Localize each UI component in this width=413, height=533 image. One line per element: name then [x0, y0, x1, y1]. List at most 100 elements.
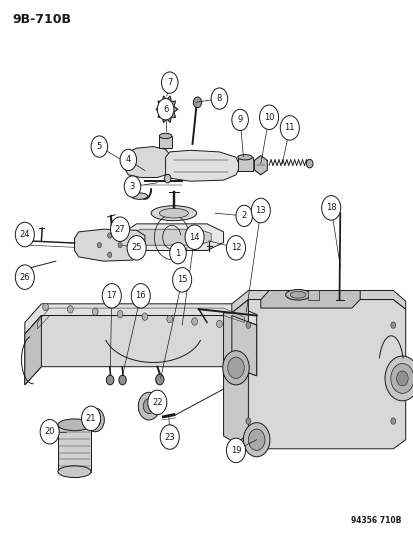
Circle shape [235, 205, 252, 227]
Polygon shape [25, 316, 256, 385]
Polygon shape [25, 316, 41, 385]
Circle shape [259, 105, 278, 130]
Polygon shape [231, 290, 405, 313]
Text: 14: 14 [189, 233, 199, 241]
Text: 12: 12 [230, 244, 241, 252]
Circle shape [143, 399, 154, 414]
Text: 19: 19 [230, 446, 241, 455]
Text: 24: 24 [19, 230, 30, 239]
Text: 1: 1 [175, 249, 180, 257]
Text: 18: 18 [325, 204, 336, 212]
Text: 27: 27 [114, 225, 125, 233]
Circle shape [251, 198, 270, 223]
Circle shape [102, 284, 121, 308]
Text: 9: 9 [237, 116, 242, 124]
Polygon shape [231, 316, 256, 376]
Circle shape [226, 236, 245, 260]
Circle shape [248, 429, 264, 450]
Circle shape [160, 425, 179, 449]
Polygon shape [132, 229, 211, 245]
Text: 7: 7 [167, 78, 172, 87]
Text: 6: 6 [163, 105, 168, 114]
Circle shape [211, 88, 227, 109]
Circle shape [117, 310, 123, 318]
Text: 21: 21 [85, 414, 96, 423]
Circle shape [306, 159, 312, 168]
Text: 25: 25 [131, 244, 142, 252]
Polygon shape [235, 300, 405, 449]
Ellipse shape [58, 419, 91, 431]
Text: 11: 11 [284, 124, 294, 132]
Circle shape [131, 284, 150, 308]
Text: 94356 710B: 94356 710B [350, 516, 401, 525]
Circle shape [245, 322, 250, 328]
Ellipse shape [58, 466, 91, 478]
Ellipse shape [237, 155, 252, 160]
Circle shape [118, 243, 122, 248]
Bar [308, 290, 318, 300]
Circle shape [161, 72, 178, 93]
Polygon shape [165, 150, 240, 181]
Circle shape [124, 176, 140, 197]
Circle shape [20, 231, 30, 244]
Circle shape [222, 351, 249, 385]
Polygon shape [254, 156, 267, 175]
Bar [58, 425, 91, 472]
Circle shape [40, 419, 59, 444]
Circle shape [81, 406, 100, 431]
Text: 15: 15 [176, 276, 187, 284]
Polygon shape [260, 290, 359, 308]
Circle shape [321, 196, 340, 220]
Circle shape [106, 375, 114, 385]
Ellipse shape [131, 193, 147, 199]
Circle shape [110, 217, 129, 241]
Text: 4: 4 [126, 156, 131, 164]
Polygon shape [124, 224, 223, 251]
Bar [237, 157, 252, 171]
Circle shape [216, 320, 222, 328]
Circle shape [231, 109, 248, 131]
Circle shape [21, 274, 28, 282]
Text: 13: 13 [255, 206, 266, 215]
Circle shape [90, 413, 100, 427]
Text: 23: 23 [164, 433, 175, 441]
Polygon shape [74, 229, 145, 261]
Text: 10: 10 [263, 113, 274, 122]
Circle shape [390, 418, 395, 424]
Bar [159, 136, 171, 148]
Ellipse shape [126, 158, 134, 169]
Text: 8: 8 [216, 94, 221, 103]
Ellipse shape [159, 133, 171, 139]
Circle shape [169, 243, 186, 264]
Circle shape [191, 318, 197, 325]
Text: 2: 2 [241, 212, 246, 220]
Circle shape [155, 374, 164, 385]
Circle shape [172, 268, 191, 292]
Circle shape [67, 305, 73, 313]
Circle shape [164, 174, 171, 183]
Polygon shape [156, 96, 177, 123]
Polygon shape [223, 300, 248, 443]
Circle shape [107, 233, 112, 238]
Circle shape [185, 225, 204, 249]
Text: 16: 16 [135, 292, 146, 300]
Circle shape [15, 265, 34, 289]
Circle shape [91, 136, 107, 157]
Circle shape [43, 303, 48, 311]
Circle shape [166, 316, 172, 323]
Text: 5: 5 [97, 142, 102, 151]
Circle shape [227, 357, 244, 378]
Circle shape [396, 371, 407, 386]
Text: 22: 22 [152, 398, 162, 407]
Circle shape [390, 364, 413, 393]
Text: 3: 3 [130, 182, 135, 191]
Ellipse shape [285, 289, 310, 300]
Circle shape [119, 375, 126, 385]
Circle shape [86, 408, 104, 432]
Circle shape [245, 418, 250, 424]
Text: 26: 26 [19, 273, 30, 281]
Circle shape [92, 308, 98, 316]
Polygon shape [124, 147, 169, 177]
Circle shape [226, 438, 245, 463]
Circle shape [384, 356, 413, 401]
